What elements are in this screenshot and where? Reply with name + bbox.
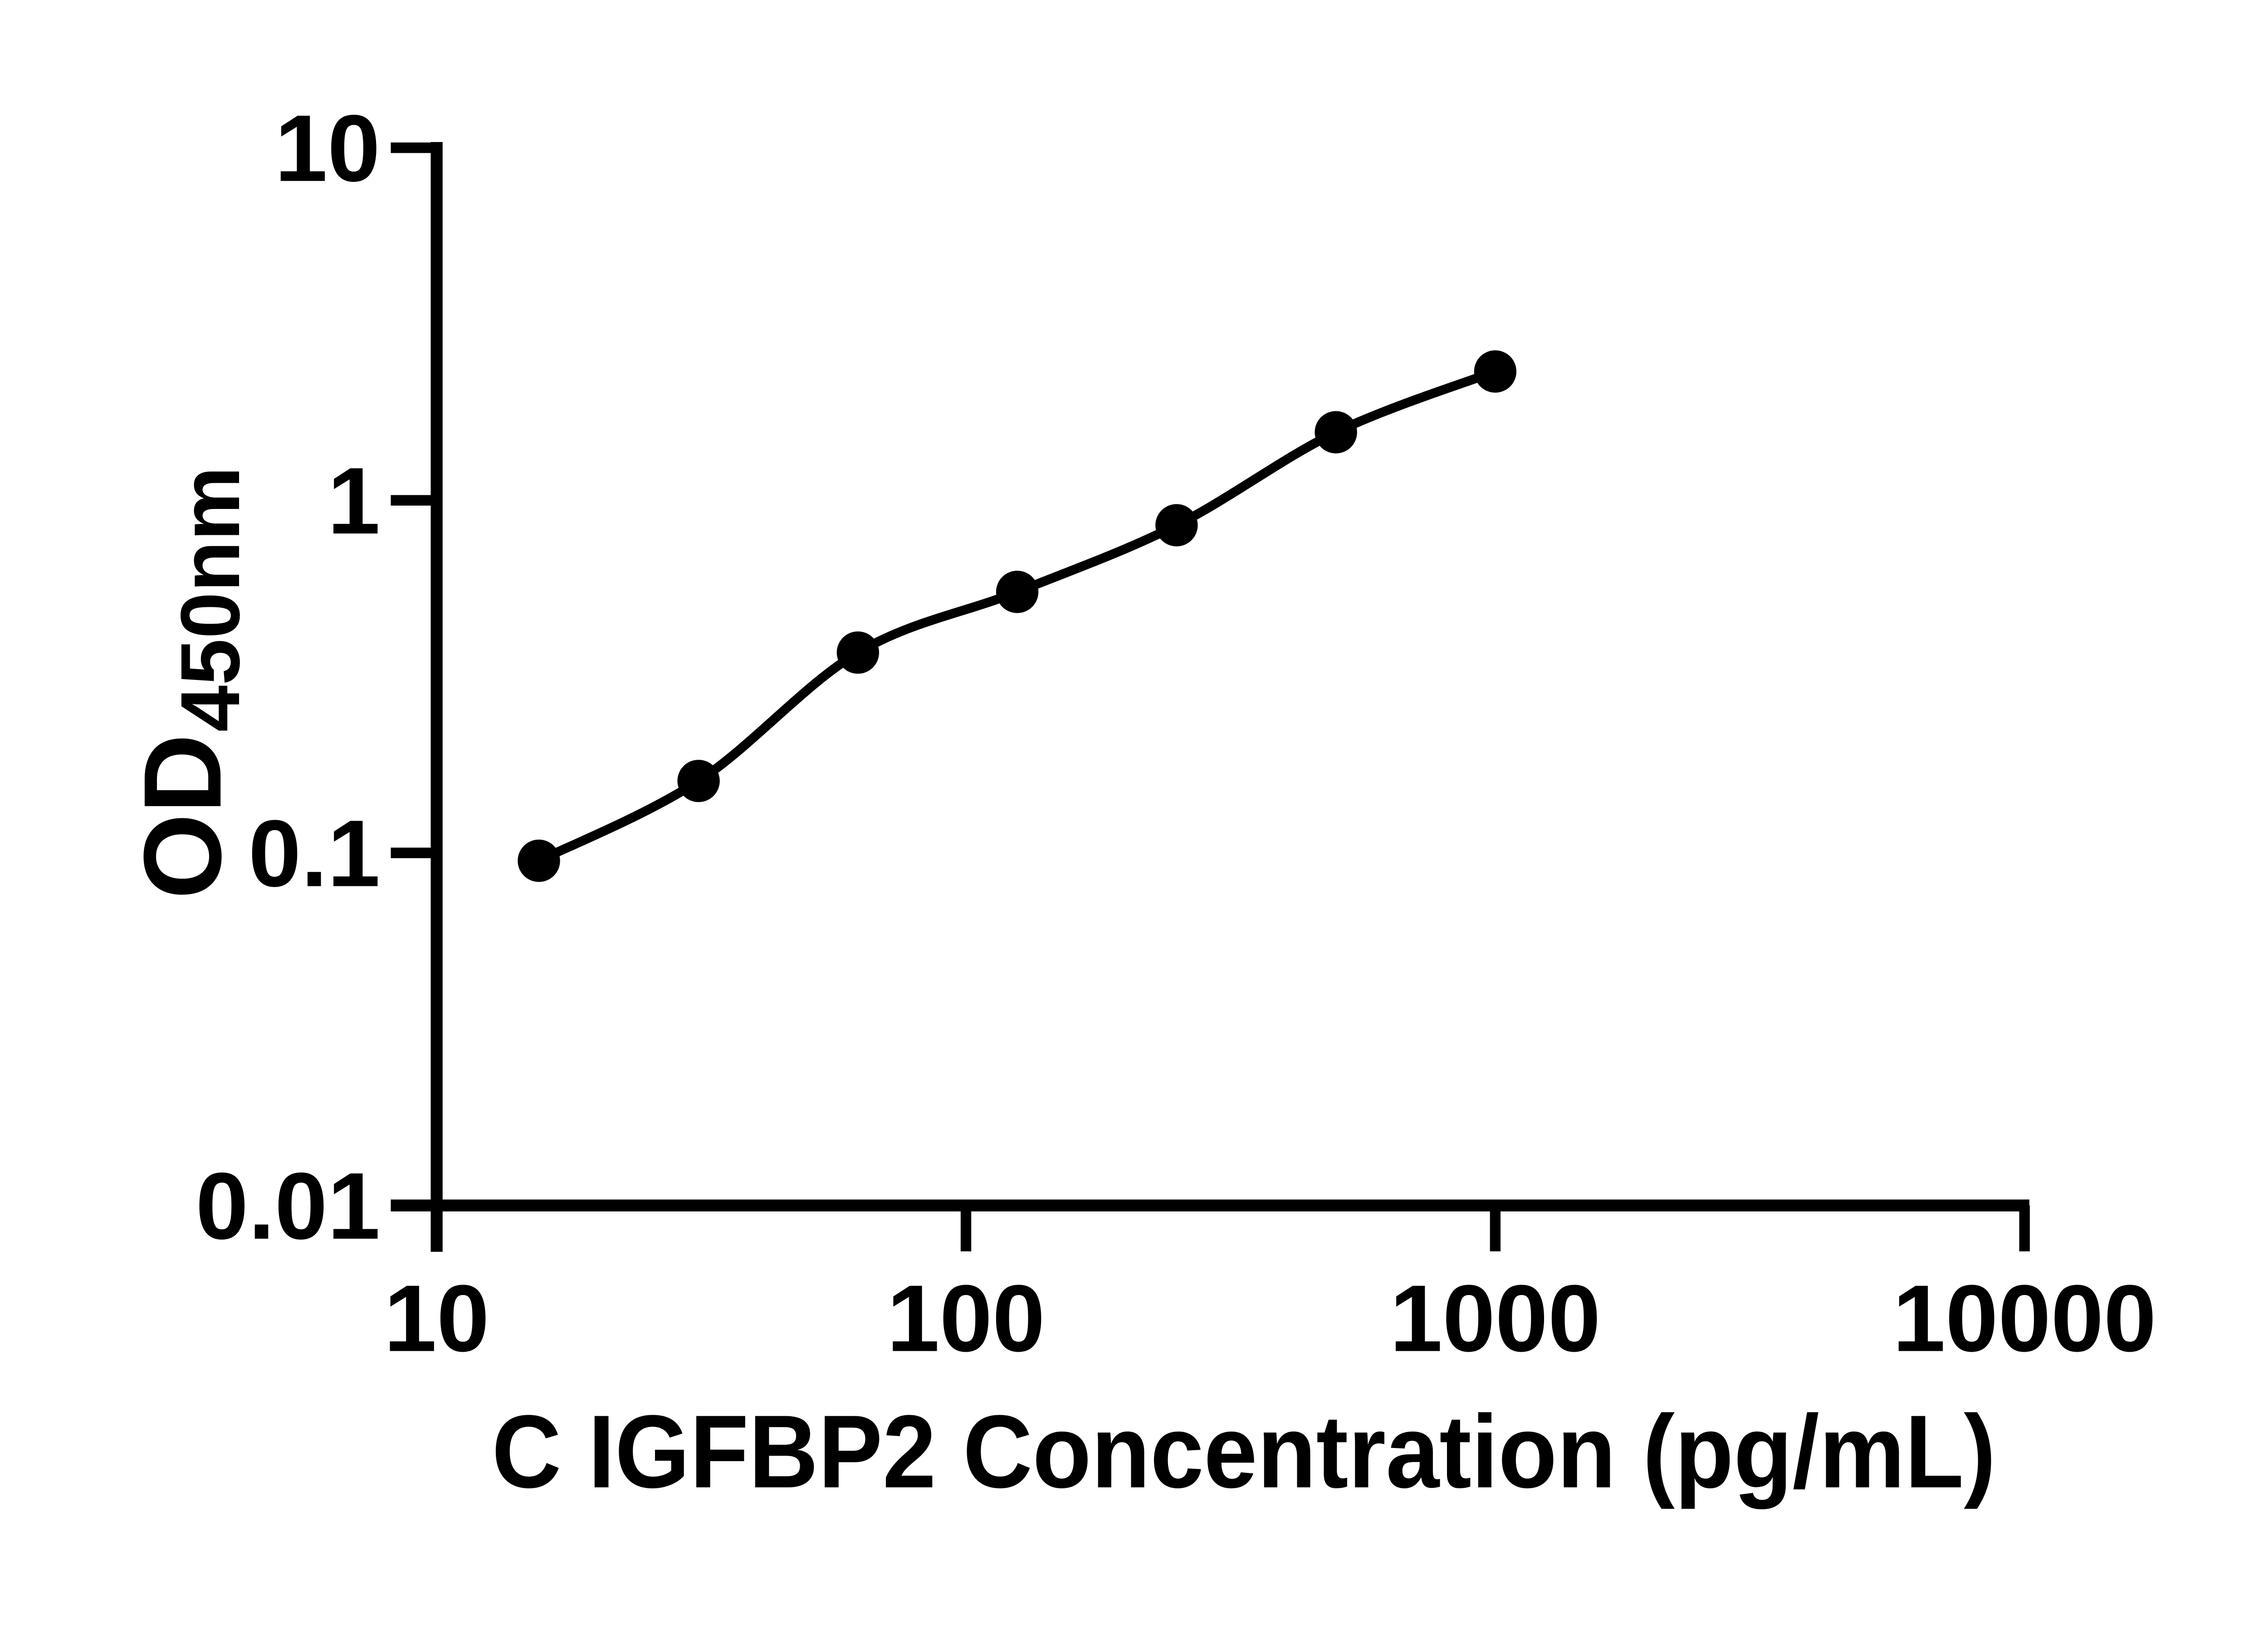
data-point-250: [1155, 504, 1198, 547]
y-tick-label-1: 1: [327, 448, 380, 554]
elisa-standard-curve-figure: 10 1 0.1 0.01 10 100 1000 10000 OD 450nm C IGFB…: [121, 95, 2156, 1510]
data-point-62.5: [836, 631, 880, 674]
y-axis-title-subscript: 450nm: [164, 466, 257, 732]
y-axis-title: OD 450nm: [121, 466, 257, 899]
data-point-125: [996, 571, 1039, 613]
data-point-31.25: [677, 759, 720, 802]
x-tick-label-10000: 10000: [1893, 1266, 2156, 1371]
x-tick-label-100: 100: [887, 1266, 1045, 1371]
x-axis-title: C IGFBP2 Concentration (pg/mL): [492, 1394, 1996, 1510]
tick-marks: [391, 142, 2030, 1252]
data-point-500: [1315, 411, 1357, 454]
y-tick-label-10: 10: [275, 96, 381, 201]
y-tick-label-0.1: 0.1: [249, 801, 381, 906]
x-tick-label-1000: 1000: [1390, 1266, 1601, 1371]
data-points: [518, 350, 1517, 882]
y-axis-title-main: OD: [121, 734, 244, 900]
y-tick-label-0.01: 0.01: [196, 1154, 380, 1259]
axes: [391, 142, 2029, 1252]
data-point-15.6: [518, 839, 560, 882]
x-tick-label-10: 10: [384, 1266, 489, 1371]
data-point-1000: [1474, 350, 1517, 393]
